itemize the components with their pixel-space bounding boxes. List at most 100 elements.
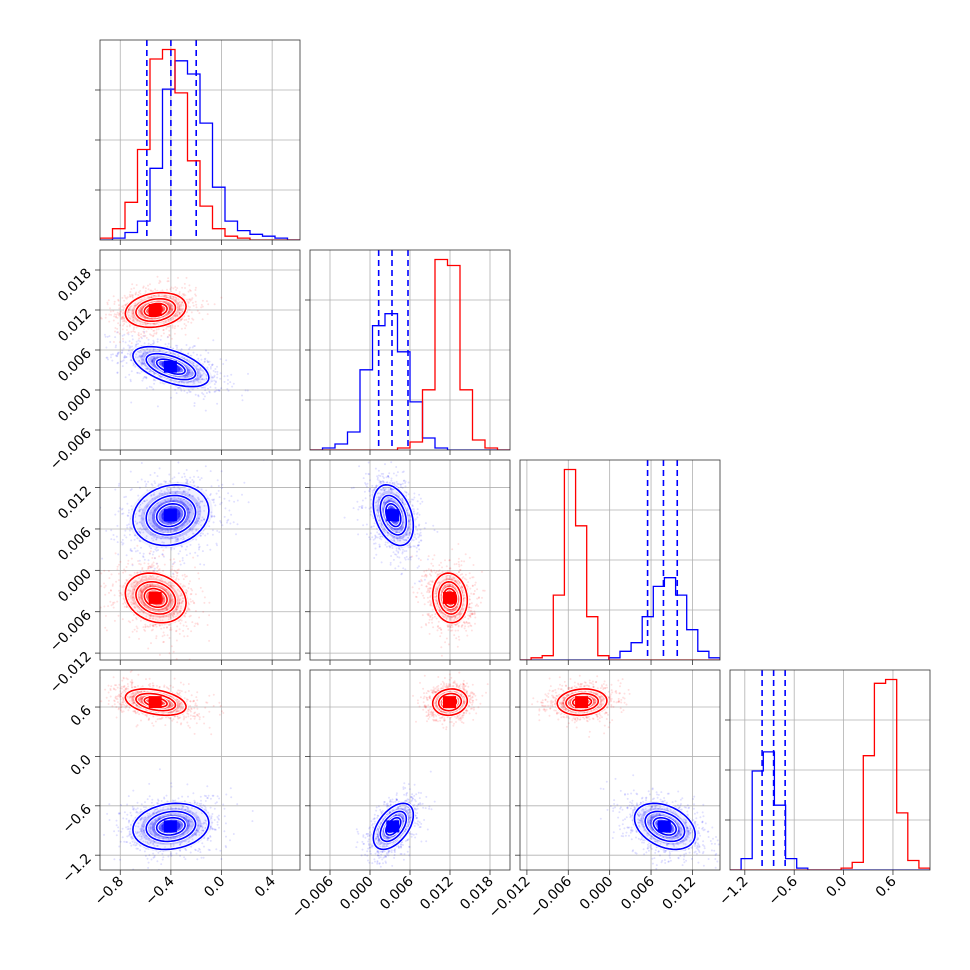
scatter-point bbox=[129, 346, 132, 349]
scatter-point bbox=[375, 484, 378, 487]
scatter-point bbox=[182, 490, 185, 493]
scatter-point bbox=[178, 291, 181, 293]
scatter-point bbox=[122, 316, 125, 319]
scatter-point bbox=[148, 385, 151, 388]
scatter-point bbox=[461, 607, 464, 610]
scatter-point bbox=[196, 510, 199, 513]
scatter-point bbox=[173, 314, 176, 317]
scatter-point bbox=[400, 486, 402, 488]
scatter-point bbox=[380, 538, 383, 541]
scatter-point bbox=[171, 308, 173, 311]
scatter-point bbox=[129, 596, 132, 599]
scatter-point bbox=[404, 539, 407, 542]
scatter-point bbox=[176, 605, 179, 608]
scatter-point bbox=[144, 334, 147, 337]
scatter-point bbox=[206, 366, 209, 369]
scatter-point bbox=[188, 494, 191, 497]
scatter-point bbox=[189, 476, 192, 479]
scatter-point bbox=[159, 280, 162, 283]
scatter-point bbox=[151, 553, 154, 556]
scatter-point bbox=[122, 597, 125, 600]
scatter-point bbox=[468, 622, 471, 625]
scatter-point bbox=[375, 505, 378, 508]
scatter-point bbox=[149, 623, 152, 626]
scatter-point bbox=[173, 561, 176, 564]
scatter-point bbox=[122, 340, 125, 343]
scatter-point bbox=[107, 570, 110, 572]
scatter-point bbox=[378, 533, 381, 536]
scatter-point bbox=[112, 606, 115, 609]
scatter-point bbox=[109, 600, 112, 603]
scatter-point bbox=[111, 583, 114, 586]
scatter-point bbox=[147, 284, 149, 287]
scatter-point bbox=[387, 475, 389, 478]
scatter-point bbox=[375, 527, 378, 530]
scatter-point bbox=[117, 298, 120, 301]
scatter-point bbox=[149, 289, 152, 292]
scatter-point bbox=[166, 345, 169, 348]
scatter-point bbox=[128, 307, 131, 310]
scatter-point bbox=[165, 327, 168, 330]
scatter-point bbox=[131, 619, 134, 622]
scatter-point bbox=[197, 368, 200, 371]
scatter-point bbox=[142, 305, 145, 308]
scatter-point bbox=[212, 369, 215, 372]
scatter-point bbox=[199, 586, 202, 589]
scatter-point bbox=[133, 602, 136, 605]
scatter-point bbox=[130, 601, 133, 604]
scatter-point bbox=[153, 382, 156, 385]
scatter-point bbox=[377, 533, 380, 536]
scatter-point bbox=[179, 594, 182, 597]
scatter-point bbox=[376, 509, 379, 512]
scatter-point bbox=[204, 357, 207, 360]
scatter-point bbox=[192, 318, 195, 321]
scatter-point bbox=[104, 626, 107, 629]
scatter-point bbox=[163, 626, 165, 629]
scatter-point bbox=[408, 526, 411, 528]
scatter-point bbox=[381, 526, 383, 529]
scatter-point bbox=[226, 519, 229, 522]
scatter-point bbox=[183, 537, 186, 540]
scatter-point bbox=[216, 373, 219, 376]
scatter-point bbox=[369, 479, 371, 482]
scatter-point bbox=[140, 508, 143, 510]
scatter-point bbox=[127, 311, 130, 314]
scatter-point bbox=[441, 612, 444, 615]
scatter-point bbox=[201, 392, 204, 394]
scatter-point bbox=[195, 303, 198, 306]
scatter-point bbox=[151, 358, 154, 361]
scatter-point bbox=[187, 507, 190, 510]
scatter-point bbox=[457, 543, 460, 545]
scatter-point bbox=[132, 592, 135, 595]
scatter-point bbox=[185, 589, 188, 591]
scatter-point bbox=[179, 307, 182, 310]
scatter-point bbox=[203, 518, 206, 521]
scatter-point bbox=[180, 302, 183, 305]
scatter-point bbox=[192, 362, 195, 365]
scatter-point bbox=[140, 350, 143, 353]
scatter-point bbox=[188, 298, 191, 301]
scatter-point bbox=[384, 541, 387, 544]
scatter-point bbox=[174, 286, 177, 289]
scatter-point bbox=[142, 588, 145, 591]
scatter-point bbox=[129, 359, 132, 362]
scatter-point bbox=[166, 313, 169, 316]
scatter-point bbox=[159, 528, 162, 531]
scatter-point bbox=[100, 572, 103, 575]
scatter-point bbox=[180, 380, 183, 383]
scatter-point bbox=[409, 518, 411, 521]
scatter-point bbox=[179, 303, 182, 306]
scatter-point bbox=[144, 586, 147, 589]
scatter-point bbox=[173, 476, 176, 479]
scatter-point bbox=[138, 559, 141, 562]
scatter-point bbox=[391, 482, 394, 484]
scatter-point bbox=[171, 308, 174, 311]
scatter-point bbox=[196, 496, 199, 499]
scatter-point bbox=[176, 303, 179, 305]
scatter-point bbox=[151, 513, 154, 516]
scatter-point bbox=[127, 349, 130, 352]
scatter-point bbox=[213, 303, 216, 306]
scatter-point bbox=[204, 534, 207, 537]
scatter-point bbox=[146, 489, 149, 492]
